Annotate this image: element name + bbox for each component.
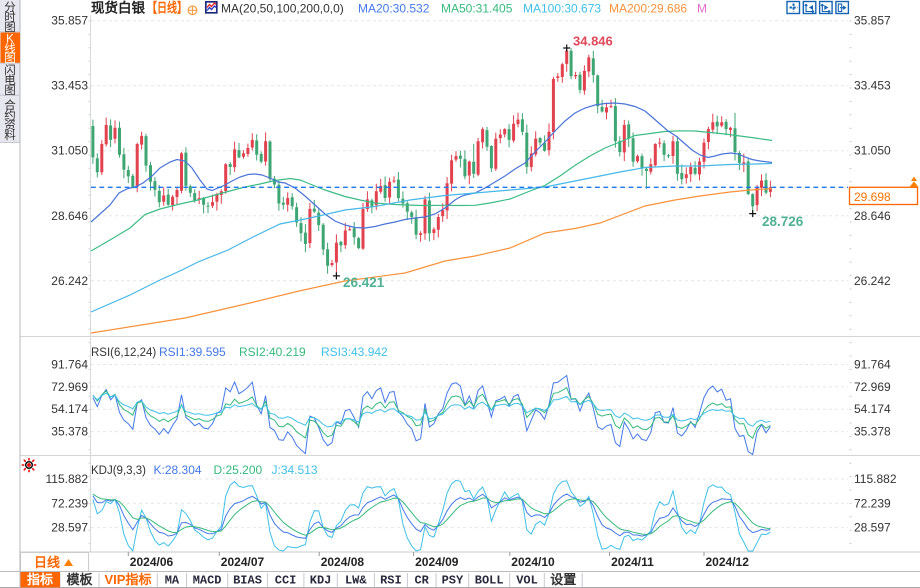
svg-text:MA100:30.673: MA100:30.673 — [523, 2, 601, 16]
svg-text:91.764: 91.764 — [854, 358, 891, 372]
svg-text:J:34.513: J:34.513 — [272, 463, 318, 477]
svg-text:33.453: 33.453 — [51, 79, 88, 93]
svg-text:72.239: 72.239 — [854, 496, 891, 510]
svg-text:时: 时 — [4, 11, 16, 24]
svg-text:29.698: 29.698 — [854, 190, 891, 204]
svg-text:模板: 模板 — [66, 572, 93, 587]
svg-text:PSY: PSY — [442, 574, 464, 588]
svg-text:KDJ: KDJ — [310, 574, 332, 588]
svg-text:图: 图 — [4, 21, 16, 34]
svg-text:28.726: 28.726 — [762, 214, 804, 229]
svg-text:VIP指标: VIP指标 — [105, 572, 152, 587]
svg-text:54.174: 54.174 — [51, 402, 88, 416]
svg-text:资: 资 — [4, 119, 16, 132]
svg-text:35.378: 35.378 — [854, 425, 891, 439]
svg-text:28.597: 28.597 — [51, 521, 88, 535]
svg-text:35.857: 35.857 — [51, 14, 88, 28]
svg-text:26.421: 26.421 — [343, 275, 385, 290]
svg-text:26.242: 26.242 — [854, 274, 891, 288]
svg-text:2024/09: 2024/09 — [415, 555, 459, 569]
svg-text:MA(20,50,100,200,0,0): MA(20,50,100,200,0,0) — [221, 2, 344, 16]
svg-text:指标: 指标 — [27, 572, 53, 587]
svg-text:KDJ(9,3,3): KDJ(9,3,3) — [91, 465, 146, 477]
svg-text:RSI3:43.942: RSI3:43.942 — [321, 345, 388, 359]
svg-text:M: M — [697, 2, 707, 16]
svg-text:约: 约 — [4, 108, 16, 122]
svg-text:设置: 设置 — [550, 572, 576, 587]
svg-text:MA20:30.532: MA20:30.532 — [358, 2, 430, 16]
svg-text:35.378: 35.378 — [51, 425, 88, 439]
svg-text:26.242: 26.242 — [51, 274, 88, 288]
svg-text:2024/11: 2024/11 — [611, 555, 654, 569]
svg-text:72.239: 72.239 — [51, 496, 88, 510]
svg-text:31.050: 31.050 — [51, 144, 88, 158]
svg-text:35.857: 35.857 — [854, 14, 891, 28]
svg-text:91.764: 91.764 — [51, 358, 88, 372]
svg-text:K:28.304: K:28.304 — [154, 463, 202, 477]
svg-text:线: 线 — [4, 42, 16, 56]
svg-text:料: 料 — [4, 128, 16, 142]
svg-text:2024/08: 2024/08 — [321, 555, 365, 569]
svg-text:CCI: CCI — [275, 574, 297, 588]
svg-text:28.646: 28.646 — [51, 209, 88, 223]
svg-text:合: 合 — [4, 98, 16, 112]
svg-text:54.174: 54.174 — [854, 402, 891, 416]
svg-text:72.969: 72.969 — [854, 380, 891, 394]
svg-text:MA50:31.405: MA50:31.405 — [441, 2, 513, 16]
svg-text:RSI1:39.595: RSI1:39.595 — [159, 345, 226, 359]
svg-text:2024/07: 2024/07 — [221, 555, 265, 569]
svg-text:日线: 日线 — [34, 555, 60, 570]
svg-text:【日线】: 【日线】 — [147, 0, 187, 16]
svg-text:2024/12: 2024/12 — [706, 555, 750, 569]
svg-text:VOL: VOL — [516, 574, 538, 588]
svg-text:D:25.200: D:25.200 — [214, 463, 263, 477]
svg-text:28.646: 28.646 — [854, 209, 891, 223]
svg-text:图: 图 — [4, 84, 16, 97]
svg-text:RSI(6,12,24): RSI(6,12,24) — [91, 347, 156, 359]
svg-text:2024/06: 2024/06 — [130, 555, 174, 569]
svg-text:闪: 闪 — [4, 63, 16, 77]
svg-text:现货白银: 现货白银 — [91, 0, 145, 16]
svg-text:34.846: 34.846 — [573, 34, 613, 49]
svg-text:MA: MA — [165, 574, 180, 588]
svg-text:CR: CR — [414, 574, 429, 588]
svg-text:115.882: 115.882 — [854, 472, 897, 486]
svg-text:72.969: 72.969 — [51, 380, 88, 394]
svg-text:28.597: 28.597 — [854, 521, 891, 535]
svg-text:RSI2:40.219: RSI2:40.219 — [239, 345, 306, 359]
svg-text:K: K — [6, 34, 14, 46]
svg-text:电: 电 — [4, 74, 16, 87]
svg-text:31.050: 31.050 — [854, 144, 891, 158]
svg-text:分: 分 — [4, 1, 16, 14]
svg-text:LW&: LW& — [345, 574, 367, 588]
svg-text:MA200:29.686: MA200:29.686 — [609, 2, 687, 16]
svg-text:2024/10: 2024/10 — [511, 555, 555, 569]
svg-text:图: 图 — [4, 52, 16, 65]
svg-text:115.882: 115.882 — [46, 472, 89, 486]
svg-text:33.453: 33.453 — [854, 79, 891, 93]
svg-text:BIAS: BIAS — [233, 574, 262, 588]
svg-text:RSI: RSI — [380, 574, 402, 588]
svg-text:MACD: MACD — [193, 574, 222, 588]
svg-text:BOLL: BOLL — [475, 574, 504, 588]
